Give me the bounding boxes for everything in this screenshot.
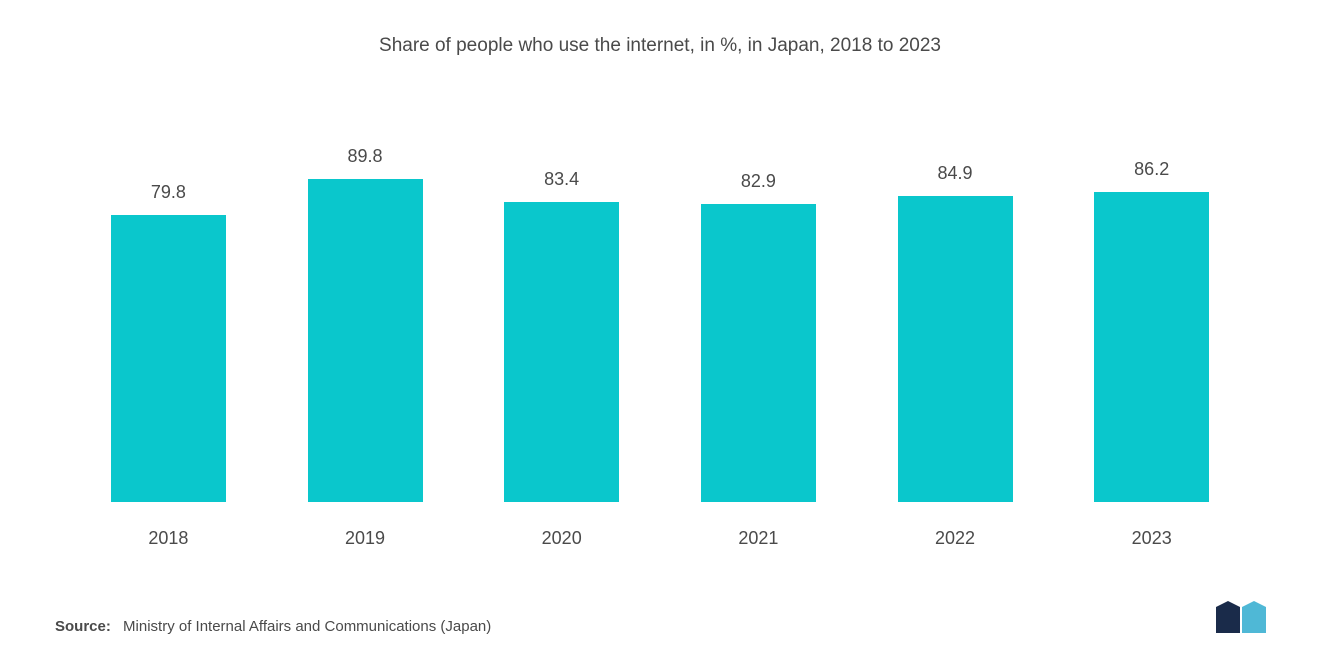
bar (701, 204, 816, 502)
footer-row: Source: Ministry of Internal Affairs and… (50, 599, 1270, 635)
chart-title: Share of people who use the internet, in… (50, 35, 1270, 57)
x-axis-label: 2019 (267, 528, 464, 549)
bar (898, 196, 1013, 502)
source-label: Source: (55, 618, 111, 635)
bar-value-label: 84.9 (938, 163, 973, 184)
bar-group: 89.8 (267, 146, 464, 502)
bar (1094, 192, 1209, 502)
bar-value-label: 86.2 (1134, 159, 1169, 180)
bar-value-label: 89.8 (347, 146, 382, 167)
bar-group: 84.9 (857, 163, 1054, 502)
bar-value-label: 82.9 (741, 171, 776, 192)
bar-group: 86.2 (1053, 159, 1250, 502)
x-axis-label: 2023 (1053, 528, 1250, 549)
bar-value-label: 83.4 (544, 169, 579, 190)
x-axis-label: 2021 (660, 528, 857, 549)
bar-group: 83.4 (463, 169, 660, 502)
brand-logo-icon (1214, 599, 1270, 635)
x-axis-label: 2018 (70, 528, 267, 549)
bar-group: 82.9 (660, 171, 857, 502)
x-axis: 201820192020202120222023 (50, 512, 1270, 549)
source-value: Ministry of Internal Affairs and Communi… (123, 618, 491, 635)
chart-plot-area: 79.8 89.8 83.4 82.9 84.9 86.2 (50, 107, 1270, 512)
chart-container: Share of people who use the internet, in… (0, 0, 1320, 665)
bar-value-label: 79.8 (151, 182, 186, 203)
bar (308, 179, 423, 502)
x-axis-label: 2020 (463, 528, 660, 549)
bar (111, 215, 226, 502)
bar (504, 202, 619, 502)
x-axis-label: 2022 (857, 528, 1054, 549)
source-attribution: Source: Ministry of Internal Affairs and… (55, 618, 491, 635)
bar-group: 79.8 (70, 182, 267, 502)
